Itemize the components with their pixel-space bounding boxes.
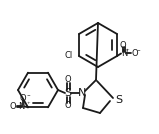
Text: $^{+}$: $^{+}$ (125, 48, 131, 53)
Text: $^{+}$: $^{+}$ (25, 101, 31, 106)
Text: N: N (78, 88, 86, 98)
Text: Cl: Cl (65, 51, 73, 59)
Text: $^{-}$: $^{-}$ (136, 49, 141, 53)
Text: S: S (64, 88, 72, 98)
Text: O: O (20, 94, 26, 103)
Text: N: N (18, 102, 24, 111)
Text: O: O (131, 49, 138, 57)
Text: O: O (65, 75, 71, 85)
Text: S: S (115, 95, 122, 105)
Text: O: O (65, 101, 71, 111)
Text: N: N (121, 49, 127, 57)
Text: O: O (9, 102, 16, 111)
Text: $^{-}$: $^{-}$ (26, 94, 31, 99)
Text: O: O (120, 40, 126, 49)
